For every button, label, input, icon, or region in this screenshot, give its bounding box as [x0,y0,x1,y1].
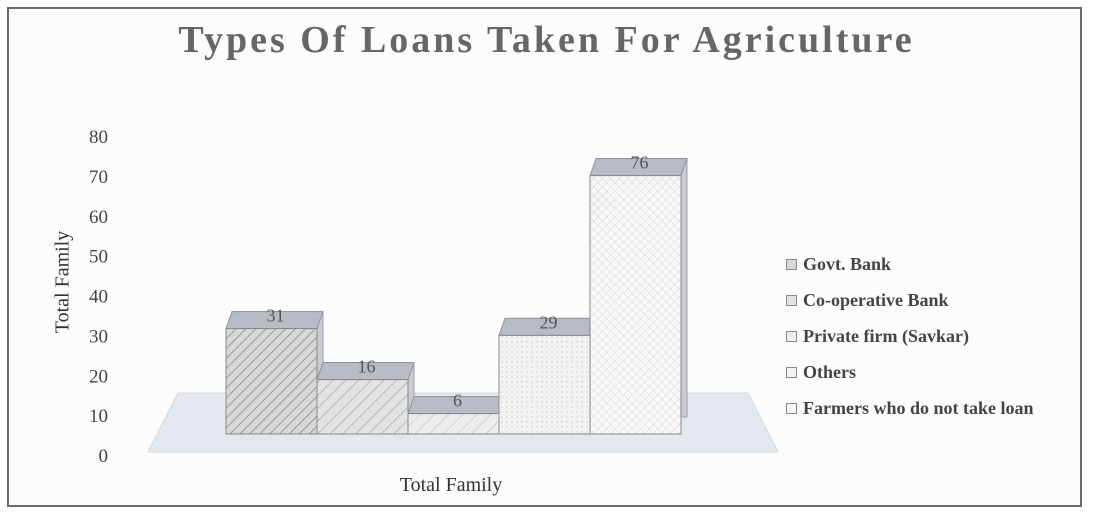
legend-swatch-1 [786,295,797,306]
y-tick-label-3: 30 [89,326,108,347]
data-label-1: 16 [358,357,376,377]
y-axis-label: Total Family [51,230,74,334]
legend-item-2: Private firm (Savkar) [786,325,1076,347]
y-tick-label-2: 20 [89,366,108,387]
x-axis-label: Total Family [399,474,503,496]
legend-item-4: Farmers who do not take loan [786,397,1076,419]
y-tick-label-7: 70 [89,167,108,188]
legend-label-0: Govt. Bank [803,254,892,274]
legend-item-3: Others [786,361,1076,383]
data-labels: 31 16 6 29 76 [267,153,649,411]
chart-title: Types Of Loans Taken For Agriculture [178,19,915,61]
legend-swatch-3 [786,367,797,378]
bar-front-1 [316,379,409,435]
bar-1 [316,362,415,435]
bar-front-0 [225,328,318,435]
bar-front-4 [589,175,682,435]
legend: Govt. Bank Co-operative Bank Private firm … [786,253,1076,433]
data-label-0: 31 [267,306,285,326]
legend-swatch-2 [786,331,797,342]
legend-label-1: Co-operative Bank [803,290,949,310]
legend-swatch-4 [786,403,797,414]
y-tick-label-6: 60 [89,207,108,228]
bar-2 [407,396,506,435]
legend-item-1: Co-operative Bank [786,289,1076,311]
y-tick-label-8: 80 [89,127,108,148]
legend-label-4: Farmers who do not take loan [803,398,1034,418]
bar-3 [498,317,597,435]
y-tick-label-0: 0 [99,446,109,467]
bar-front-2 [407,413,500,435]
y-tick-label-4: 40 [89,287,108,308]
y-tick-label-1: 10 [89,406,108,427]
legend-label-3: Others [803,362,856,382]
bar-4 [589,158,688,435]
bar-front-3 [498,334,591,435]
bar-0 [225,311,324,435]
legend-swatch-0 [786,259,797,270]
legend-label-2: Private firm (Savkar) [803,326,969,346]
data-label-2: 6 [453,391,462,411]
y-tick-label-5: 50 [89,247,108,268]
data-label-3: 29 [540,312,558,332]
legend-item-0: Govt. Bank [786,253,1076,275]
y-axis-ticks: 0 10 20 30 40 50 60 70 80 [89,127,108,467]
data-label-4: 76 [631,153,649,173]
bars [225,158,688,435]
